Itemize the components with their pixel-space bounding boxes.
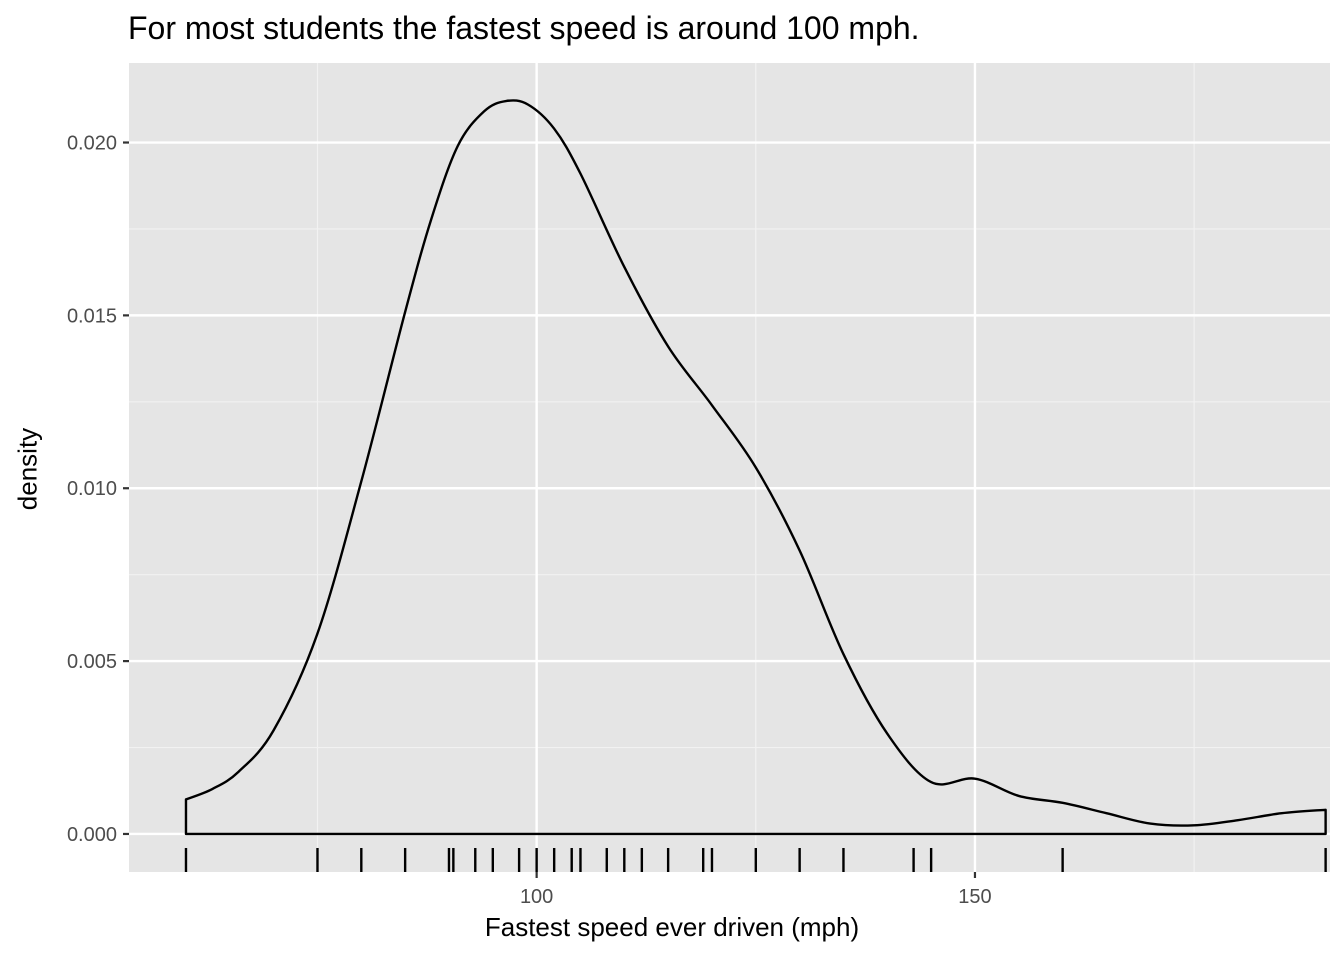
y-tick-label: 0.010	[67, 478, 117, 500]
y-tick-label: 0.005	[67, 651, 117, 673]
rug-marks	[184, 848, 1327, 872]
x-tick-label: 100	[520, 886, 553, 908]
y-tick-label: 0.000	[67, 824, 117, 846]
axes: 100 150 0.000 0.005 0.010 0.015 0.020	[67, 133, 992, 908]
y-axis-label: density	[12, 427, 43, 511]
y-tick-label: 0.015	[67, 305, 117, 327]
x-axis-label: Fastest speed ever driven (mph)	[484, 912, 860, 942]
y-tick-label: 0.020	[67, 133, 117, 155]
density-curve	[184, 99, 1327, 836]
chart-title: For most students the fastest speed is a…	[128, 10, 920, 46]
density-series	[184, 99, 1327, 836]
plot-panel	[129, 63, 1330, 872]
x-tick-label: 150	[958, 886, 991, 908]
